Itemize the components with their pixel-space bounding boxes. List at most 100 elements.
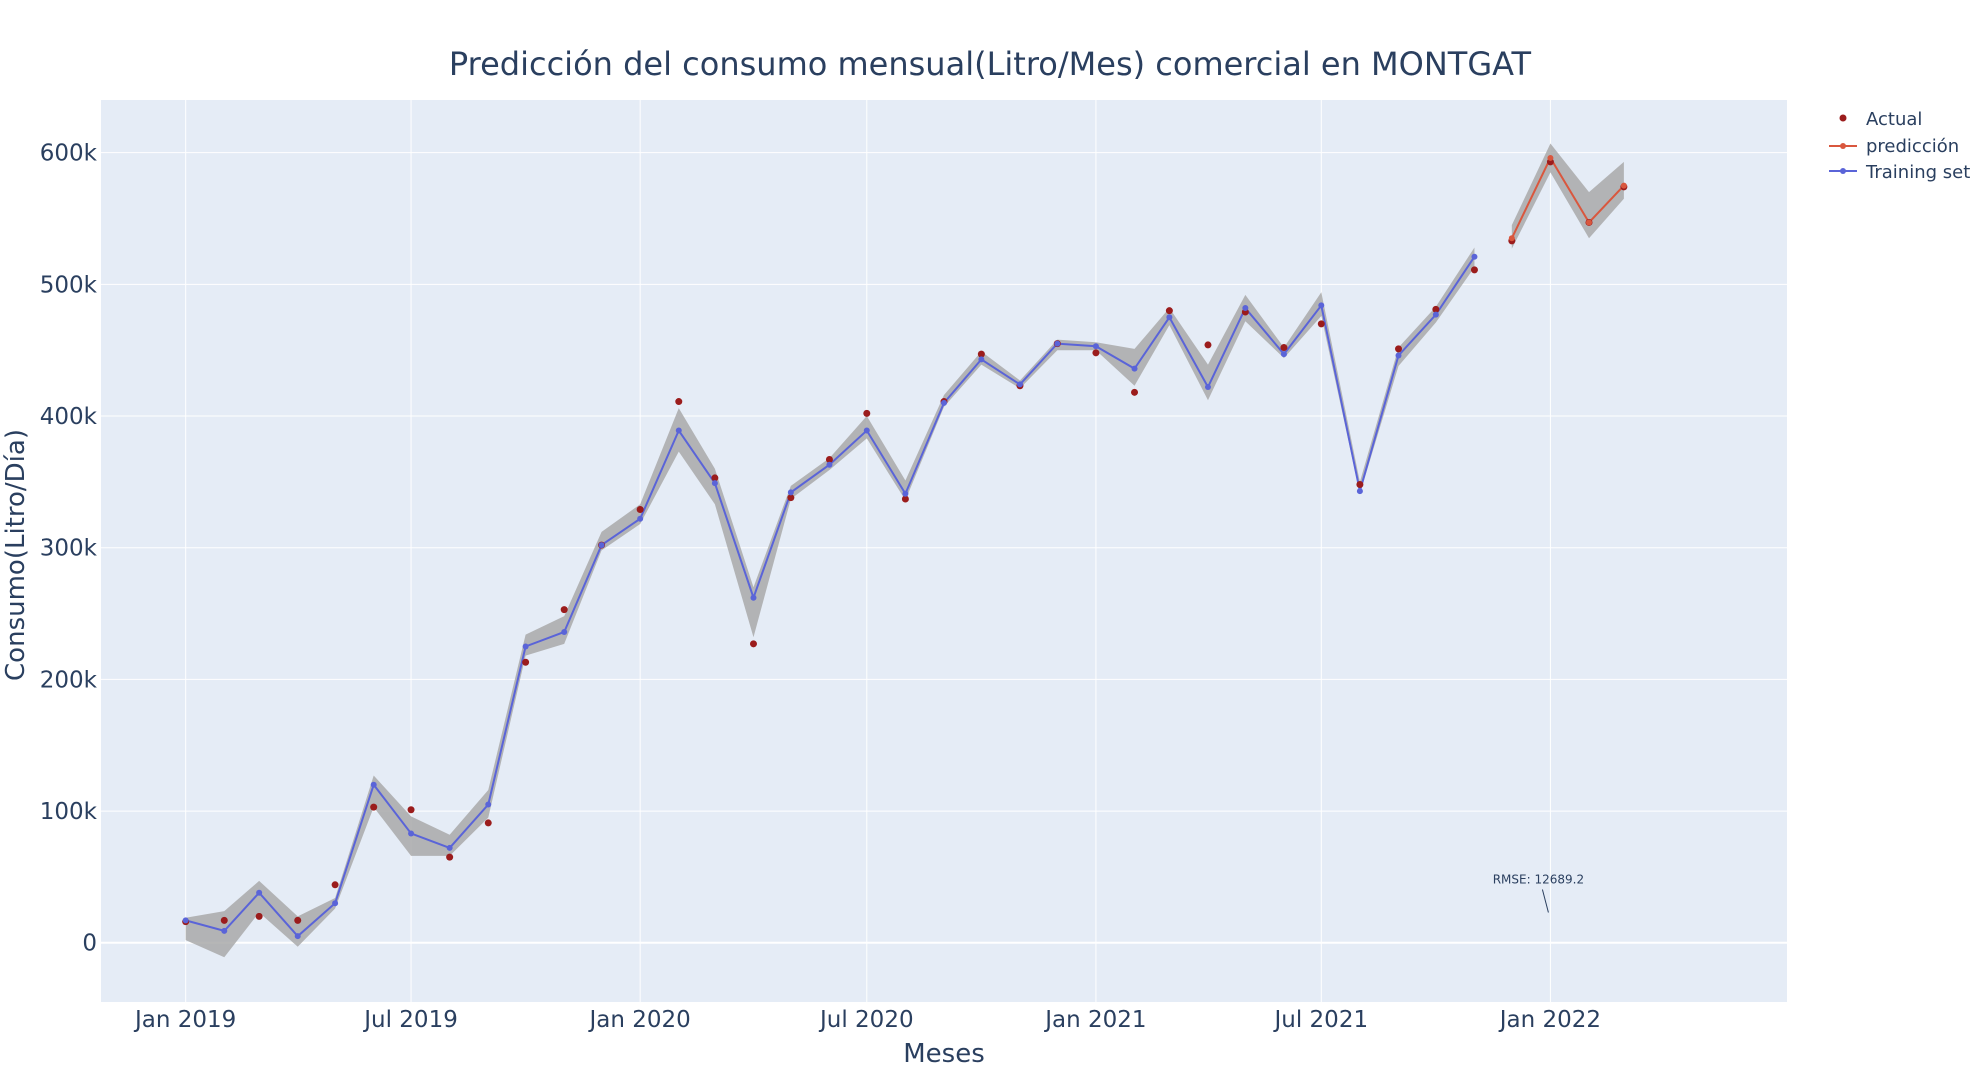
legend-training-label: Training set	[1865, 162, 1970, 183]
actual-point[interactable]	[1470, 266, 1478, 274]
training-set-point[interactable]	[1432, 311, 1439, 318]
training-set-point[interactable]	[485, 801, 492, 808]
training-set-point[interactable]	[1131, 365, 1138, 372]
training-set-point[interactable]	[256, 889, 263, 896]
training-set-point[interactable]	[675, 427, 682, 434]
training-set-point[interactable]	[941, 399, 947, 406]
training-set-point[interactable]	[902, 490, 909, 497]
actual-point[interactable]	[901, 495, 909, 503]
training-set-point[interactable]	[1204, 384, 1211, 391]
legend-actual-label: Actual	[1866, 109, 1922, 130]
actual-point[interactable]	[977, 350, 985, 358]
training-set-point[interactable]	[826, 461, 833, 468]
actual-point[interactable]	[1280, 344, 1288, 352]
training-set-point[interactable]	[182, 917, 189, 924]
legend-item-training-set[interactable]: Training set	[1829, 162, 1970, 183]
y-tick-label: 600k	[40, 141, 98, 167]
grid-layer	[101, 100, 1787, 1002]
actual-point[interactable]	[484, 819, 492, 827]
x-tick-label: Jul 2019	[362, 1007, 458, 1033]
prediccion-point[interactable]	[1547, 154, 1554, 161]
legend-actual-marker	[1839, 114, 1847, 122]
prediccion-line	[1510, 155, 1625, 239]
annotation-layer: RMSE: 12689.2	[1493, 872, 1584, 913]
training-set-point[interactable]	[408, 830, 415, 837]
prediccion-point[interactable]	[1586, 219, 1593, 226]
actual-point[interactable]	[1204, 341, 1212, 349]
y-tick-label: 400k	[40, 404, 98, 430]
actual-point[interactable]	[294, 916, 302, 924]
prediccion-point[interactable]	[1508, 235, 1515, 242]
training-set-point[interactable]	[370, 781, 377, 788]
y-axis-title: Consumo(Litro/Día)	[1, 429, 31, 681]
actual-point[interactable]	[1092, 349, 1100, 357]
actual-point[interactable]	[675, 398, 683, 406]
actual-point[interactable]	[787, 494, 795, 502]
training-set-point[interactable]	[294, 933, 301, 940]
actual-point[interactable]	[1165, 307, 1173, 315]
actual-point[interactable]	[407, 806, 415, 814]
x-tick-label: Jul 2020	[818, 1007, 914, 1033]
rmse-annotation-arrow	[1541, 889, 1549, 913]
legend-prediccion-marker	[1840, 143, 1846, 149]
actual-point[interactable]	[711, 474, 719, 482]
training-set-point[interactable]	[561, 628, 568, 635]
training-set-point[interactable]	[1092, 343, 1099, 350]
actual-point[interactable]	[255, 912, 263, 920]
actual-point[interactable]	[560, 606, 568, 614]
training-set-point[interactable]	[522, 643, 529, 650]
prediccion-confidence-band	[1511, 143, 1624, 249]
x-axis-title: Meses	[903, 1039, 985, 1069]
training-set-point[interactable]	[1471, 253, 1478, 260]
training-set-point[interactable]	[221, 927, 228, 934]
training-set-point[interactable]	[332, 900, 339, 907]
training-set-point[interactable]	[1242, 305, 1249, 312]
actual-point[interactable]	[636, 506, 644, 514]
training-set-point[interactable]	[1016, 381, 1023, 388]
y-tick-label: 500k	[40, 272, 98, 298]
actual-point[interactable]	[1131, 388, 1139, 396]
x-tick-label: Jan 2020	[588, 1007, 691, 1033]
actual-point[interactable]	[825, 455, 833, 463]
training-set-point[interactable]	[1054, 340, 1061, 347]
training-set-point[interactable]	[1166, 314, 1173, 321]
actual-point[interactable]	[1317, 320, 1325, 328]
chart-title: Predicción del consumo mensual(Litro/Mes…	[449, 45, 1532, 83]
actual-point[interactable]	[1432, 305, 1440, 313]
training-set-point[interactable]	[978, 356, 985, 363]
actual-point[interactable]	[863, 409, 871, 417]
prediccion-point[interactable]	[1620, 182, 1627, 189]
rmse-annotation: RMSE: 12689.2	[1493, 872, 1584, 886]
x-tick-label: Jan 2021	[1043, 1007, 1146, 1033]
training-set-point[interactable]	[787, 489, 794, 496]
y-tick-label: 0	[82, 931, 97, 957]
training-set-point[interactable]	[863, 427, 870, 434]
x-tick-label: Jan 2019	[133, 1007, 236, 1033]
actual-point[interactable]	[749, 640, 757, 648]
training-set-point[interactable]	[1395, 352, 1402, 359]
training-set-point[interactable]	[711, 480, 718, 487]
actual-point[interactable]	[370, 803, 378, 811]
actual-point[interactable]	[1356, 481, 1364, 489]
training-set-point[interactable]	[750, 594, 757, 601]
training-set-point[interactable]	[1280, 351, 1287, 358]
legend[interactable]: Actual predicción Training set	[1829, 109, 1970, 183]
training-set-point[interactable]	[637, 515, 644, 522]
training-set-point[interactable]	[1356, 488, 1363, 495]
actual-point[interactable]	[446, 853, 454, 861]
training-set-point[interactable]	[598, 542, 605, 549]
legend-item-prediccion[interactable]: predicción	[1829, 136, 1959, 157]
actual-point[interactable]	[331, 881, 339, 889]
training-set-point[interactable]	[446, 844, 453, 851]
training-set-point[interactable]	[1318, 302, 1325, 309]
plot-area	[101, 100, 1787, 1002]
legend-item-actual[interactable]: Actual	[1839, 109, 1923, 130]
y-tick-label: 200k	[40, 667, 98, 693]
legend-prediccion-label: predicción	[1866, 136, 1959, 157]
confidence-band-layer	[185, 143, 1624, 958]
actual-point[interactable]	[220, 916, 228, 924]
x-tick-label: Jul 2021	[1272, 1007, 1368, 1033]
actual-point[interactable]	[1394, 345, 1402, 353]
actual-point[interactable]	[522, 658, 530, 666]
